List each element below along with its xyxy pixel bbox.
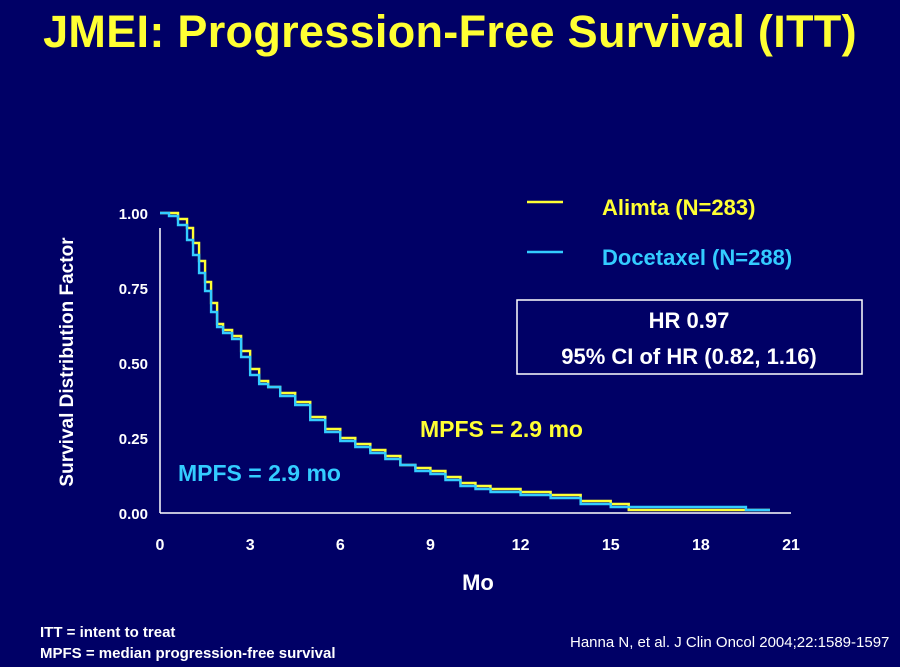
y-tick-label: 1.00 <box>119 206 148 223</box>
x-tick-label: 9 <box>426 537 435 554</box>
docetaxel-survival-curve <box>160 211 770 512</box>
x-tick-label: 21 <box>782 537 800 554</box>
x-tick-label: 12 <box>512 537 530 554</box>
footnote-mpfs: MPFS = median progression-free survival <box>40 645 336 662</box>
slide-title: JMEI: Progression-Free Survival (ITT) <box>43 6 857 57</box>
x-tick-label: 6 <box>336 537 345 554</box>
mpfs-docetaxel-annotation: MPFS = 2.9 mo <box>178 460 341 486</box>
hr-value: HR 0.97 <box>649 308 730 333</box>
x-tick-label: 15 <box>602 537 620 554</box>
y-tick-label: 0.25 <box>119 431 148 448</box>
mpfs-alimta-annotation: MPFS = 2.9 mo <box>420 416 583 442</box>
y-tick-label: 0.00 <box>119 506 148 523</box>
hr-ci: 95% CI of HR (0.82, 1.16) <box>561 344 817 369</box>
y-axis-label: Survival Distribution Factor <box>57 237 78 487</box>
hr-box <box>516 299 863 375</box>
x-axis-label: Mo <box>462 570 494 595</box>
citation: Hanna N, et al. J Clin Oncol 2004;22:158… <box>570 634 890 651</box>
legend-alimta-label: Alimta (N=283) <box>602 195 755 220</box>
x-tick-label: 0 <box>156 537 165 554</box>
x-tick-label: 3 <box>246 537 255 554</box>
y-tick-label: 0.75 <box>119 281 148 298</box>
x-tick-label: 18 <box>692 537 710 554</box>
footnote-itt: ITT = intent to treat <box>40 624 176 641</box>
alimta-survival-curve <box>160 211 770 512</box>
y-tick-label: 0.50 <box>119 356 148 373</box>
legend-docetaxel-label: Docetaxel (N=288) <box>602 245 792 270</box>
